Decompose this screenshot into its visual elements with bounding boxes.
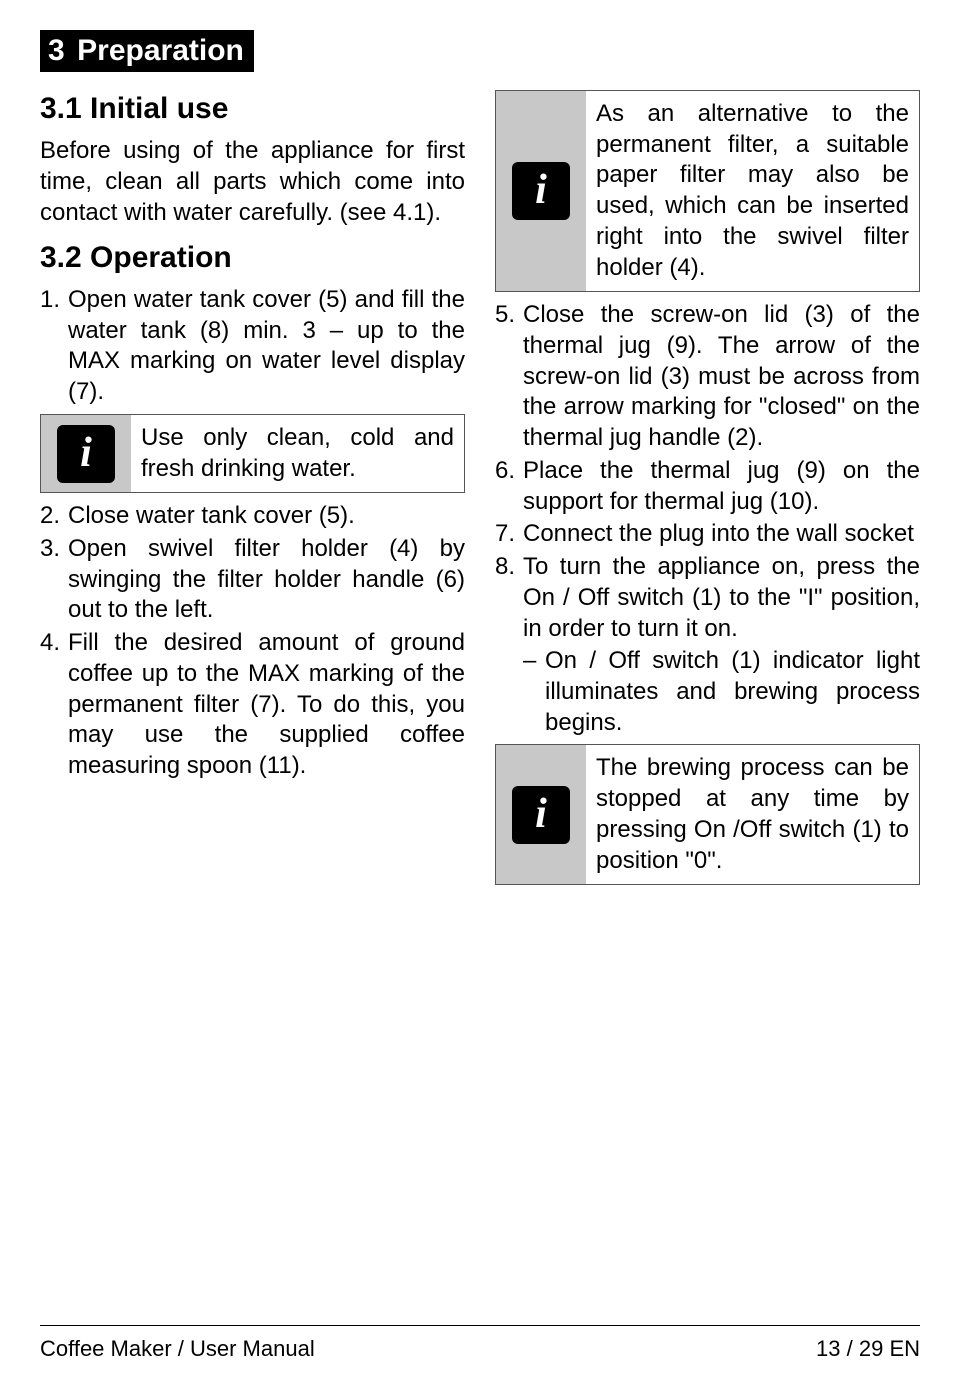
- step-number: 5.: [495, 300, 523, 454]
- info-text: Use only clean, cold and fresh drinking …: [131, 415, 464, 492]
- step-text: Open swivel filter holder (4) by swingin…: [68, 534, 465, 626]
- info-icon-cell: i: [496, 745, 586, 884]
- step-text: Open water tank cover (5) and fill the w…: [68, 285, 465, 408]
- step-number: 8.: [495, 552, 523, 644]
- sub-step-dash: –: [523, 646, 545, 738]
- step-item: 7. Connect the plug into the wall socket: [495, 519, 920, 550]
- footer-right: 13 / 29 EN: [816, 1336, 920, 1362]
- step-item: 6. Place the thermal jug (9) on the supp…: [495, 456, 920, 517]
- sub-step-text: On / Off switch (1) indicator light illu…: [545, 646, 920, 738]
- step-item: 8. To turn the appliance on, press the O…: [495, 552, 920, 644]
- info-icon-cell: i: [496, 91, 586, 291]
- section-title: Preparation: [77, 34, 244, 67]
- step-number: 6.: [495, 456, 523, 517]
- step-number: 7.: [495, 519, 523, 550]
- step-number: 4.: [40, 628, 68, 782]
- manual-page: 3 Preparation 3.1 Initial use Before usi…: [0, 0, 960, 893]
- info-icon: i: [57, 425, 115, 483]
- step-number: 1.: [40, 285, 68, 408]
- step-item: 2. Close water tank cover (5).: [40, 501, 465, 532]
- step-item: 1. Open water tank cover (5) and fill th…: [40, 285, 465, 408]
- step-number: 3.: [40, 534, 68, 626]
- page-footer: Coffee Maker / User Manual 13 / 29 EN: [40, 1325, 920, 1362]
- step-item: 4. Fill the desired amount of ground cof…: [40, 628, 465, 782]
- info-icon-cell: i: [41, 415, 131, 492]
- info-box: i Use only clean, cold and fresh drinkin…: [40, 414, 465, 493]
- step-item: 3. Open swivel filter holder (4) by swin…: [40, 534, 465, 626]
- step-item: 5. Close the screw-on lid (3) of the the…: [495, 300, 920, 454]
- step-number: 2.: [40, 501, 68, 532]
- subsection-heading: 3.2 Operation: [40, 239, 465, 277]
- info-box: i As an alternative to the permanent fil…: [495, 90, 920, 292]
- left-column: 3.1 Initial use Before using of the appl…: [40, 84, 465, 893]
- step-text: Close the screw-on lid (3) of the therma…: [523, 300, 920, 454]
- step-text: Connect the plug into the wall socket: [523, 519, 920, 550]
- right-column: i As an alternative to the permanent fil…: [495, 84, 920, 893]
- sub-step-item: – On / Off switch (1) indicator light il…: [495, 646, 920, 738]
- step-text: Fill the desired amount of ground coffee…: [68, 628, 465, 782]
- content-columns: 3.1 Initial use Before using of the appl…: [40, 84, 920, 893]
- subsection-heading: 3.1 Initial use: [40, 90, 465, 128]
- info-text: As an alternative to the permanent filte…: [586, 91, 919, 291]
- info-text: The brewing process can be stopped at an…: [586, 745, 919, 884]
- footer-left: Coffee Maker / User Manual: [40, 1336, 315, 1362]
- info-box: i The brewing process can be stopped at …: [495, 744, 920, 885]
- step-text: To turn the appliance on, press the On /…: [523, 552, 920, 644]
- step-text: Place the thermal jug (9) on the support…: [523, 456, 920, 517]
- section-header: 3 Preparation: [40, 30, 254, 72]
- info-icon: i: [512, 162, 570, 220]
- intro-paragraph: Before using of the appliance for first …: [40, 136, 465, 228]
- step-text: Close water tank cover (5).: [68, 501, 465, 532]
- info-icon: i: [512, 786, 570, 844]
- section-number: 3: [48, 34, 65, 67]
